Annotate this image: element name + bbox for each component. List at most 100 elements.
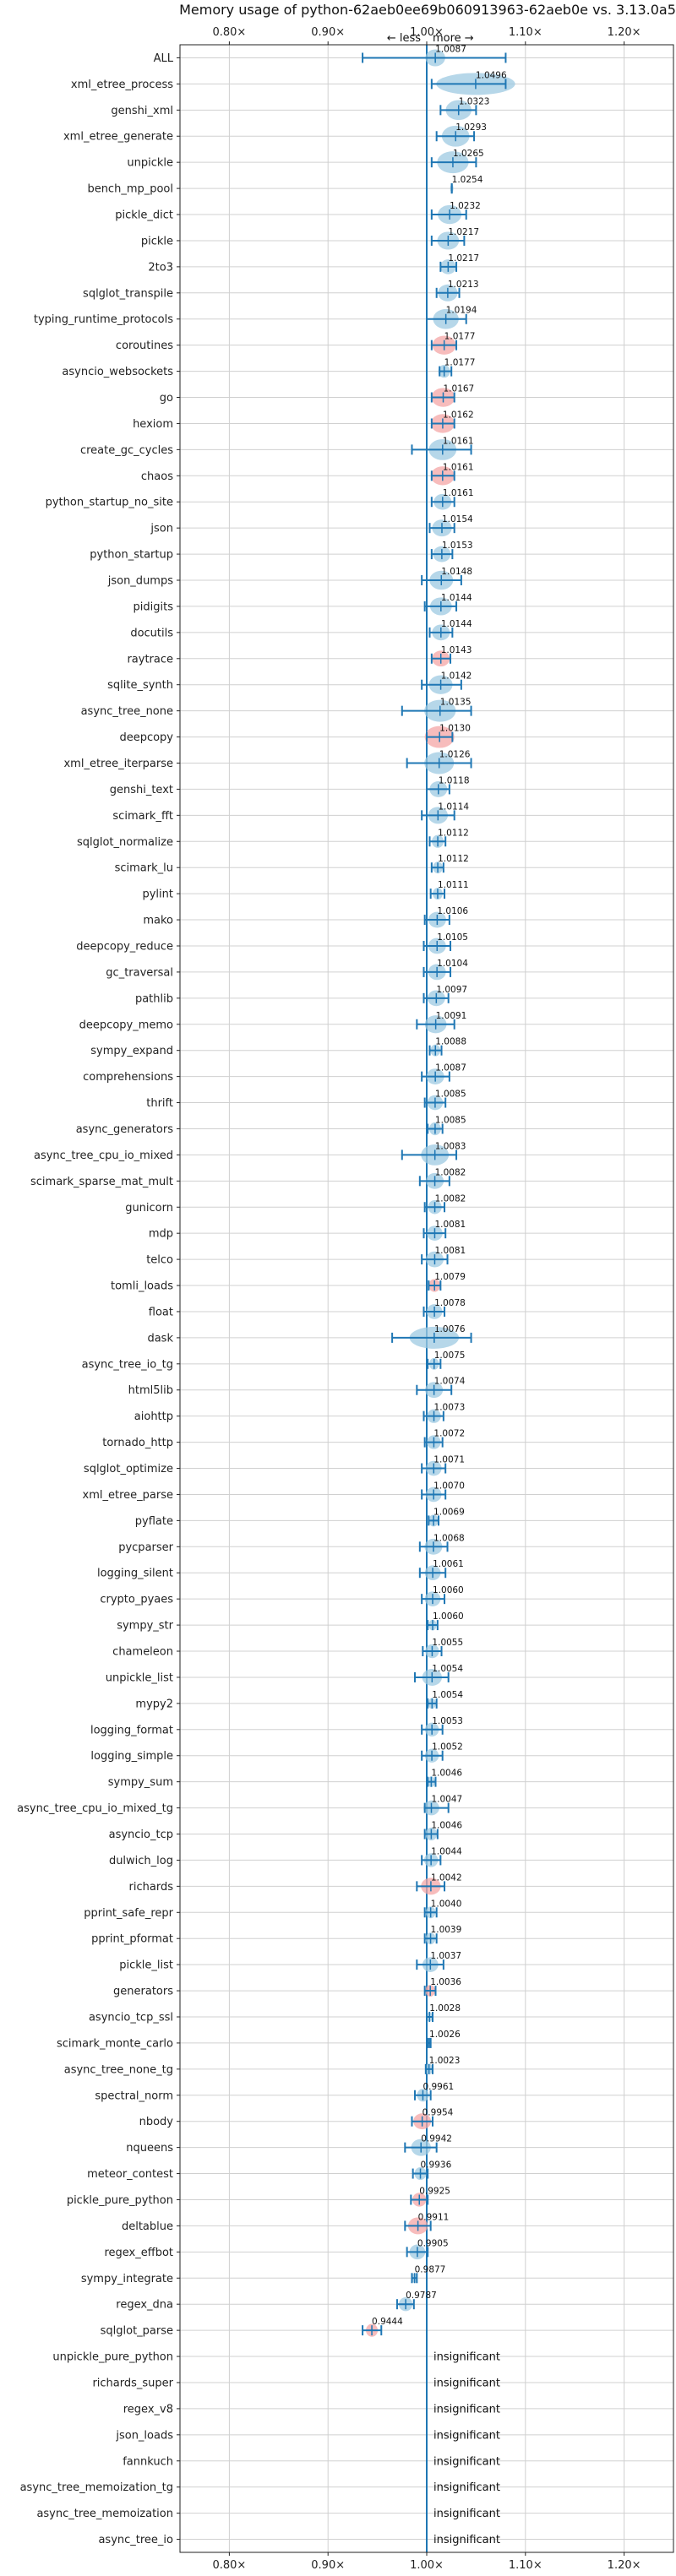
benchmark-label: docutils — [130, 627, 173, 639]
value-label: 1.0293 — [455, 122, 487, 133]
benchmark-label: xml_etree_process — [71, 79, 173, 91]
benchmark-label: async_tree_memoization_tg — [20, 2481, 173, 2494]
benchmark-label: comprehensions — [83, 1071, 173, 1084]
benchmark-label: pickle_dict — [115, 209, 173, 222]
value-label: 1.0143 — [441, 645, 472, 655]
benchmark-label: scimark_fft — [112, 810, 173, 823]
benchmark-label: scimark_sparse_mat_mult — [30, 1176, 173, 1188]
x-tick-label-top: 1.10× — [509, 26, 542, 39]
value-label: 1.0072 — [433, 1429, 465, 1439]
value-label: 1.0148 — [441, 567, 472, 577]
benchmark-label: meteor_contest — [87, 2168, 173, 2181]
value-label: 1.0053 — [432, 1716, 463, 1726]
benchmark-label: pickle_pure_python — [67, 2194, 173, 2207]
benchmark-label: gc_traversal — [106, 966, 173, 979]
benchmark-label: asyncio_tcp_ssl — [89, 2011, 173, 2024]
direction-more-label: more → — [433, 32, 474, 45]
benchmark-label: pickle — [141, 235, 173, 247]
benchmark-label: genshi_text — [110, 784, 173, 796]
benchmark-label: gunicorn — [125, 1202, 173, 1215]
value-label: 1.0130 — [439, 724, 471, 734]
benchmark-label: pyflate — [135, 1515, 173, 1528]
benchmark-label: unpickle — [127, 157, 173, 170]
value-label: 1.0142 — [441, 671, 472, 682]
benchmark-label: go — [160, 392, 173, 405]
value-label: 1.0105 — [437, 932, 468, 943]
insignificant-label: insignificant — [433, 2508, 500, 2520]
value-label: 1.0161 — [443, 436, 474, 446]
benchmark-label: pylint — [142, 889, 173, 901]
value-label: 1.0083 — [435, 1141, 466, 1151]
benchmark-label: asyncio_tcp — [109, 1829, 173, 1841]
value-label: 1.0153 — [442, 541, 473, 551]
benchmark-label: telco — [146, 1254, 173, 1267]
benchmark-label: json_loads — [115, 2429, 173, 2442]
value-label: 1.0073 — [434, 1403, 466, 1413]
x-tick-label-bottom: 1.20× — [608, 2559, 641, 2572]
benchmark-label: async_generators — [76, 1123, 174, 1136]
value-label: 1.0144 — [441, 619, 472, 629]
value-label: 1.0254 — [452, 175, 483, 185]
value-label: 1.0046 — [431, 1769, 462, 1779]
benchmark-label: json_dumps — [107, 575, 173, 588]
benchmark-label: asyncio_websockets — [62, 366, 173, 378]
value-label: 1.0040 — [431, 1899, 462, 1909]
x-tick-label-top: 1.00× — [410, 26, 444, 39]
value-label: 1.0217 — [448, 227, 479, 237]
axis-layer: ALL xml_etree_process genshi_xml xml_etree_… — [17, 26, 674, 2572]
value-label: 1.0081 — [434, 1220, 466, 1230]
value-label: 1.0075 — [434, 1350, 466, 1361]
value-label: 1.0088 — [435, 1037, 466, 1047]
insignificant-label: insignificant — [433, 2534, 500, 2546]
value-label: 1.0091 — [436, 1011, 467, 1021]
value-label: 1.0177 — [444, 332, 476, 342]
benchmark-label: mypy2 — [135, 1698, 173, 1710]
value-label: 1.0054 — [432, 1690, 463, 1700]
x-tick-label-bottom: 1.10× — [509, 2559, 542, 2572]
benchmark-label: pprint_safe_repr — [84, 1907, 173, 1920]
value-label: 1.0144 — [441, 593, 472, 603]
value-label: 1.0069 — [433, 1507, 465, 1517]
benchmark-label: json — [150, 523, 173, 535]
benchmark-label: deepcopy_memo — [79, 1019, 173, 1031]
benchmark-label: tornado_http — [102, 1437, 173, 1449]
value-label: 1.0087 — [435, 1063, 466, 1073]
value-label: 1.0037 — [430, 1951, 461, 1961]
benchmark-label: nqueens — [126, 2142, 173, 2155]
benchmark-label: deepcopy — [119, 731, 173, 744]
benchmark-label: sympy_integrate — [81, 2273, 173, 2285]
benchmark-label: coroutines — [116, 340, 173, 352]
value-label: 1.0104 — [437, 959, 468, 969]
insignificant-label: insignificant — [433, 2429, 500, 2442]
value-label: 1.0135 — [440, 698, 472, 708]
value-label: 1.0068 — [433, 1533, 465, 1543]
benchmark-label: raytrace — [127, 653, 173, 666]
benchmark-label: sympy_str — [117, 1620, 173, 1633]
benchmark-label: mdp — [149, 1228, 173, 1241]
value-label: 1.0217 — [448, 253, 479, 264]
direction-less-label: ← less — [387, 32, 421, 45]
value-label: 1.0081 — [434, 1246, 466, 1256]
benchmark-label: sympy_sum — [108, 1776, 173, 1789]
value-label: 1.0071 — [433, 1455, 465, 1465]
benchmark-label: async_tree_io — [98, 2534, 173, 2546]
benchmark-label: deltablue — [122, 2220, 173, 2233]
value-label: 1.0232 — [450, 201, 481, 211]
value-label: 1.0028 — [429, 2003, 461, 2014]
x-tick-label-bottom: 0.80× — [212, 2559, 246, 2572]
value-label: 1.0023 — [429, 2056, 461, 2066]
benchmark-label: scimark_monte_carlo — [57, 2037, 173, 2050]
value-label: 1.0082 — [435, 1193, 466, 1204]
benchmark-label: tomli_loads — [111, 1280, 173, 1293]
insignificant-label: insignificant — [433, 2377, 500, 2389]
value-label: 1.0044 — [431, 1846, 462, 1856]
value-label: 0.9877 — [415, 2264, 446, 2274]
value-label: 1.0061 — [433, 1559, 464, 1569]
benchmark-label: regex_dna — [116, 2299, 173, 2312]
benchmark-label: dask — [147, 1332, 173, 1345]
value-label: 1.0162 — [443, 410, 474, 420]
benchmark-label: typing_runtime_protocols — [34, 313, 173, 326]
value-label: 1.0052 — [432, 1742, 463, 1753]
benchmark-label: xml_etree_iterparse — [63, 758, 173, 770]
